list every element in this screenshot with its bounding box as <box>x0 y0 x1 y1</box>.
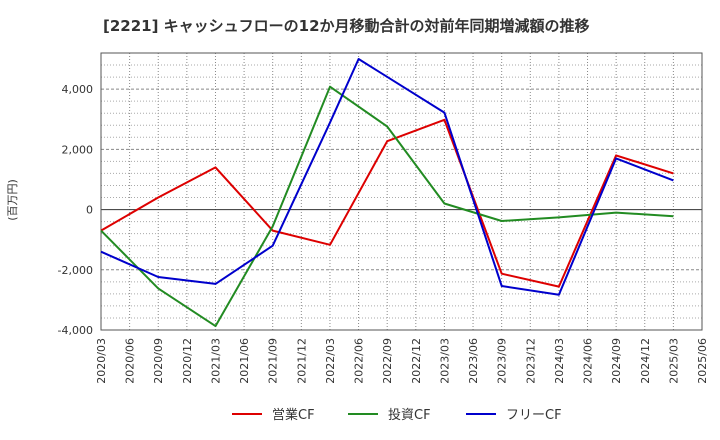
legend: 営業CF 投資CF フリーCF <box>232 407 562 423</box>
x-tick-label: 2021/03 <box>209 338 222 384</box>
series-line-3 <box>100 58 674 296</box>
x-tick-label: 2020/09 <box>152 338 165 384</box>
x-tick-label: 2023/06 <box>467 338 480 384</box>
x-tick-label: 2020/03 <box>95 338 108 384</box>
x-tick-label: 2022/12 <box>410 338 423 384</box>
plot-border <box>100 52 703 331</box>
x-tick-label: 2022/09 <box>381 338 394 384</box>
series-line-1 <box>100 118 674 288</box>
plot-area: -4,000 -2,000 0 2,000 4,000 2020/03 2020/06 202… <box>58 52 709 384</box>
x-tick-label: 2023/12 <box>524 338 537 384</box>
x-tick-label: 2024/09 <box>610 338 623 384</box>
x-tick-label: 2021/09 <box>267 338 280 384</box>
x-tick-label: 2020/12 <box>181 338 194 384</box>
chart-title: [2221] キャッシュフローの12か月移動合計の対前年同期増減額の推移 <box>103 17 590 35</box>
x-tick-label: 2023/09 <box>496 338 509 384</box>
y-tick-label: 4,000 <box>62 83 94 96</box>
y-tick-label: 0 <box>86 204 93 217</box>
legend-label: フリーCF <box>506 408 562 423</box>
x-tick-label: 2024/03 <box>553 338 566 384</box>
y-tick-label: -4,000 <box>58 324 93 337</box>
x-tick-label: 2023/03 <box>438 338 451 384</box>
x-tick-label: 2025/06 <box>696 338 709 384</box>
legend-label: 投資CF <box>388 407 431 423</box>
y-tick-label: -2,000 <box>58 264 93 277</box>
x-tick-label: 2022/03 <box>324 338 337 384</box>
x-tick-label: 2021/12 <box>295 338 308 384</box>
x-tick-label: 2024/06 <box>582 338 595 384</box>
plot-background <box>101 53 702 330</box>
series-line-2 <box>100 85 674 328</box>
legend-label: 営業CF <box>272 407 315 423</box>
y-tick-label: 2,000 <box>62 143 94 156</box>
y-axis-label: (百万円) <box>6 179 19 221</box>
x-tick-label: 2025/03 <box>667 338 680 384</box>
x-tick-label: 2021/06 <box>238 338 251 384</box>
x-tick-label: 2024/12 <box>639 338 652 384</box>
x-tick-label: 2020/06 <box>124 338 137 384</box>
x-tick-label: 2022/06 <box>353 338 366 384</box>
